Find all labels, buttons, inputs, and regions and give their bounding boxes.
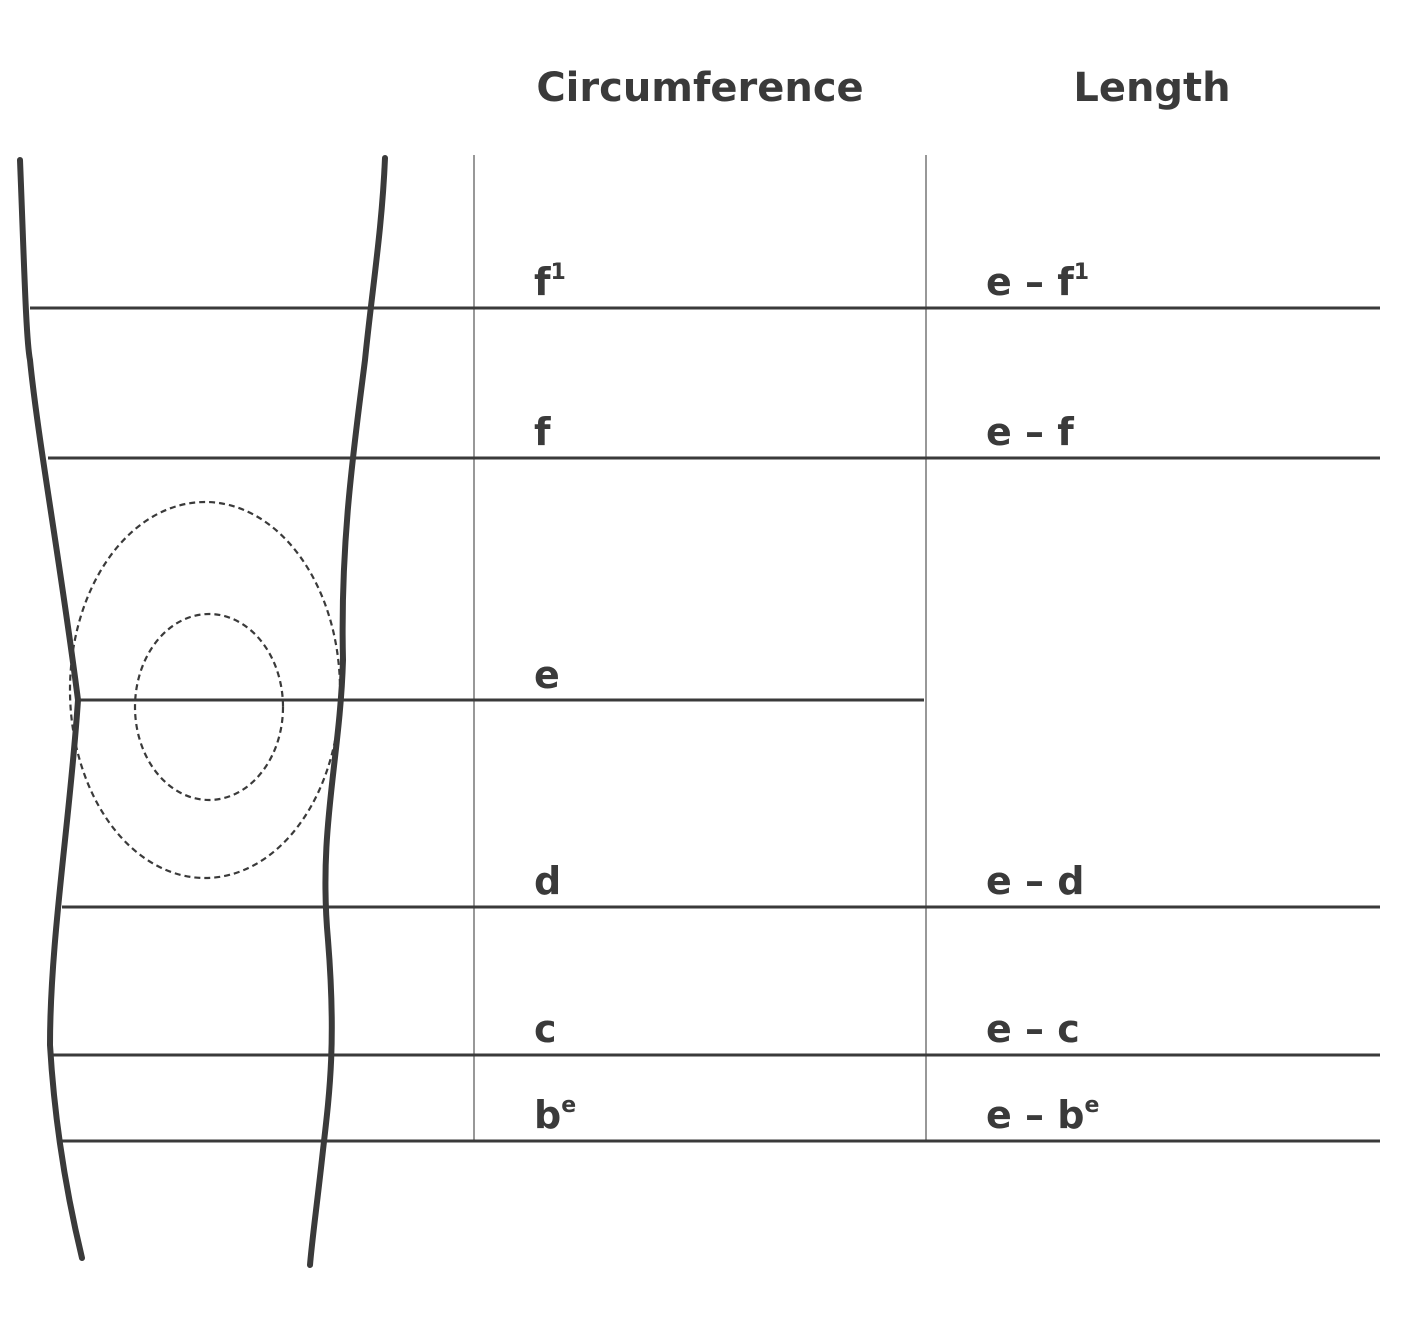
kneecap-dashed-outline	[133, 612, 285, 802]
circumference-label-e: e	[534, 653, 560, 697]
circumference-label-c: c	[534, 1007, 557, 1051]
length-label-b: e – be	[986, 1093, 1099, 1137]
length-label-d: e – d	[986, 859, 1084, 903]
leg-left-outline	[17, 157, 85, 1261]
circumference-label-f1: f1	[534, 260, 566, 304]
knee-outer-dashed-outline	[68, 500, 342, 880]
length-label-c: e – c	[986, 1007, 1080, 1051]
circumference-label-f: f	[534, 410, 551, 454]
circumference-label-b: be	[534, 1093, 576, 1137]
header-length: Length	[1073, 65, 1230, 111]
length-label-f1: e – f1	[986, 260, 1089, 304]
leg-right-outline	[307, 155, 388, 1268]
length-label-f: e – f	[986, 410, 1074, 454]
header-circumference: Circumference	[536, 65, 863, 111]
circumference-label-d: d	[534, 859, 561, 903]
